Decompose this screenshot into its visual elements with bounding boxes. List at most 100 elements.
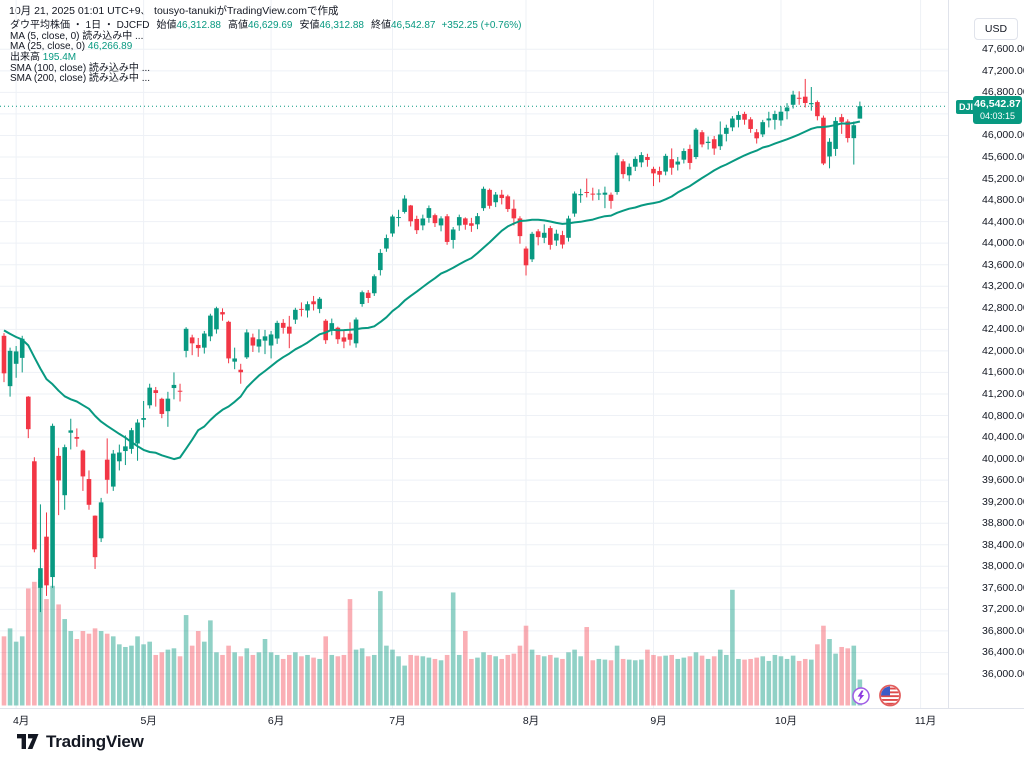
- volume-bar: [438, 660, 444, 706]
- candle: [1, 335, 7, 374]
- candle: [456, 217, 462, 226]
- volume-bar: [833, 653, 838, 706]
- tradingview-logo[interactable]: TradingView: [17, 732, 144, 752]
- candle: [280, 322, 286, 328]
- candle: [384, 238, 389, 249]
- candle: [293, 309, 298, 320]
- price-tick-label: 40,000.00: [982, 452, 1024, 465]
- candle: [845, 121, 851, 139]
- us-flag-icon[interactable]: [879, 684, 901, 707]
- volume-bar: [250, 654, 256, 706]
- volume-bar: [796, 660, 802, 706]
- candle: [141, 418, 146, 420]
- volume-bar: [402, 665, 407, 706]
- candle: [663, 155, 668, 172]
- volume-bar: [414, 655, 420, 706]
- volume-bar: [104, 633, 110, 706]
- tradingview-logo-icon: [17, 734, 39, 749]
- volume-bar: [262, 639, 268, 706]
- indicator-row[interactable]: 出来高 195.4M: [10, 52, 77, 64]
- candle: [560, 235, 565, 245]
- candle: [226, 321, 231, 359]
- ma25-line: [3, 120, 861, 461]
- candle: [632, 158, 638, 167]
- time-tick-label: 5月: [140, 715, 157, 727]
- volume-bar: [827, 639, 832, 706]
- candle: [717, 134, 723, 147]
- volume-bar: [317, 658, 322, 706]
- candle: [493, 194, 498, 203]
- candle: [19, 338, 25, 358]
- time-axis[interactable]: 4月 5月 6月 7月 8月 9月 10月 11月: [0, 708, 1024, 735]
- volume-bar: [195, 631, 201, 706]
- volume-bar: [766, 660, 772, 706]
- candle: [262, 336, 268, 341]
- volume-bar: [7, 628, 13, 706]
- candle: [742, 113, 747, 120]
- candle: [754, 132, 759, 139]
- candle: [68, 430, 74, 433]
- candle: [347, 333, 353, 340]
- candle: [711, 139, 717, 149]
- price-tick-label: 41,200.00: [982, 387, 1024, 400]
- volume-bar: [584, 627, 590, 706]
- legend-main-row[interactable]: ダウ平均株価 ・ 1日 ・ DJCFD 始値46,312.88 高値46,629.6…: [10, 20, 522, 32]
- volume-bar: [56, 604, 61, 706]
- volume-bar: [378, 591, 383, 706]
- volume-bar: [426, 657, 432, 706]
- volume-bar: [129, 645, 134, 706]
- volume-bar: [481, 652, 486, 706]
- volume-bar: [214, 652, 219, 706]
- data-source-badges: [852, 684, 901, 707]
- candle: [681, 151, 687, 160]
- realtime-lightning-icon[interactable]: [852, 687, 870, 705]
- candle: [620, 161, 626, 175]
- candle: [92, 515, 98, 558]
- candle: [232, 358, 237, 362]
- candle: [463, 218, 468, 225]
- volume-bar: [456, 654, 462, 706]
- volume-bar: [450, 592, 456, 706]
- volume-bar: [384, 645, 389, 706]
- indicator-row[interactable]: SMA (200, close) 読み込み中 ...: [10, 73, 151, 85]
- candle: [62, 447, 67, 496]
- candle: [523, 248, 529, 266]
- indicator-row[interactable]: MA (5, close, 0) 読み込み中 ...: [10, 30, 144, 42]
- candle: [220, 312, 225, 315]
- volume-bar: [669, 654, 674, 706]
- candle: [32, 461, 37, 550]
- candle: [675, 161, 681, 165]
- time-tick-label: 10月: [774, 715, 798, 727]
- candle: [286, 326, 292, 334]
- volume-bar: [396, 656, 401, 706]
- price-tick-label: 38,000.00: [982, 560, 1024, 573]
- candle: [189, 337, 195, 344]
- current-price-label: 46,542.87 04:03:15: [973, 96, 1022, 125]
- candle: [420, 218, 426, 226]
- current-price-value: 46,542.87: [974, 98, 1021, 111]
- candle: [517, 218, 523, 237]
- indicator-row[interactable]: SMA (100, close) 読み込み中 ...: [10, 62, 151, 74]
- volume-bar: [50, 585, 55, 706]
- volume-bar: [717, 649, 723, 706]
- volume-bar: [305, 654, 310, 706]
- candle: [7, 350, 13, 387]
- volume-bar: [614, 645, 620, 706]
- volume-bar: [499, 658, 505, 706]
- volume-bar: [232, 652, 237, 706]
- indicator-row[interactable]: MA (25, close, 0) 46,266.89: [10, 41, 133, 53]
- time-tick-label: 7月: [389, 715, 406, 727]
- currency-button[interactable]: USD: [974, 18, 1018, 40]
- volume-bar: [736, 658, 741, 706]
- volume-bar: [693, 652, 699, 706]
- volume-bar: [839, 646, 844, 706]
- candle: [566, 218, 571, 238]
- price-chart-pane[interactable]: [0, 0, 948, 708]
- candle: [827, 141, 832, 157]
- volume-bar: [347, 599, 353, 706]
- candle: [554, 233, 559, 241]
- volume-bar: [535, 654, 541, 706]
- volume-bar: [280, 658, 286, 706]
- candle: [202, 333, 207, 348]
- volume-bar: [408, 654, 413, 706]
